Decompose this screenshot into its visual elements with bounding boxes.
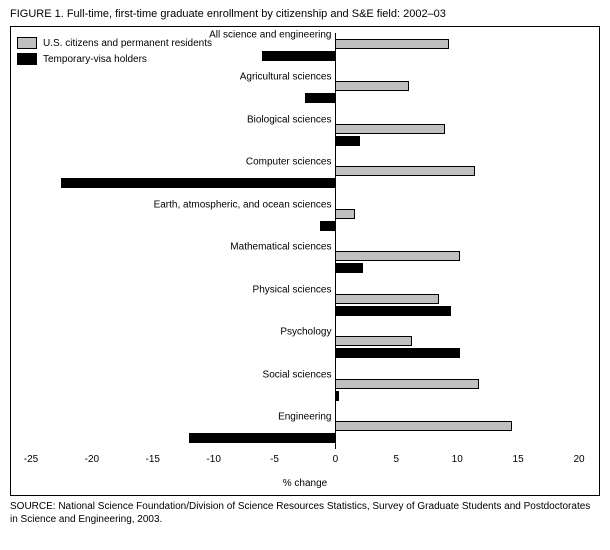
- bar-us: [335, 166, 475, 176]
- bar-temp: [305, 93, 335, 103]
- figure-title: FIGURE 1. Full-time, first-time graduate…: [10, 8, 600, 20]
- category-label: Earth, atmospheric, and ocean sciences: [154, 199, 332, 210]
- bar-us: [335, 379, 479, 389]
- x-tick-label: -25: [24, 454, 38, 465]
- x-tick-label: -15: [146, 454, 160, 465]
- category-label: Mathematical sciences: [230, 242, 331, 253]
- x-tick-label: -20: [85, 454, 99, 465]
- category-label: Computer sciences: [246, 157, 332, 168]
- x-tick-label: -5: [270, 454, 279, 465]
- x-tick-label: 0: [333, 454, 339, 465]
- category-label: Social sciences: [263, 369, 332, 380]
- bar-temp: [262, 51, 335, 61]
- x-tick-label: 20: [573, 454, 584, 465]
- bar-us: [335, 421, 512, 431]
- x-tick-label: 10: [452, 454, 463, 465]
- x-axis-label: % change: [11, 478, 599, 489]
- category-label: Agricultural sciences: [240, 72, 332, 83]
- bar-temp: [335, 136, 359, 146]
- bar-temp: [320, 221, 336, 231]
- bar-us: [335, 39, 448, 49]
- source-note: SOURCE: National Science Foundation/Divi…: [10, 500, 600, 526]
- bar-temp: [335, 348, 459, 358]
- bar-temp: [335, 391, 339, 401]
- chart-container: U.S. citizens and permanent residents Te…: [10, 26, 600, 496]
- bar-us: [335, 124, 445, 134]
- x-tick-label: 5: [394, 454, 400, 465]
- bar-us: [335, 209, 354, 219]
- category-label: Physical sciences: [253, 284, 332, 295]
- bar-temp: [335, 306, 451, 316]
- bar-temp: [61, 178, 335, 188]
- x-tick-label: -10: [206, 454, 220, 465]
- bar-temp: [189, 433, 335, 443]
- category-label: Biological sciences: [247, 114, 332, 125]
- category-label: Engineering: [278, 412, 331, 423]
- category-label: Psychology: [280, 327, 331, 338]
- plot-area: All science and engineering Agricultural …: [31, 33, 579, 449]
- x-tick-label: 15: [513, 454, 524, 465]
- category-label: All science and engineering: [209, 30, 331, 41]
- bar-us: [335, 294, 439, 304]
- bar-us: [335, 336, 412, 346]
- bar-us: [335, 251, 459, 261]
- bar-temp: [335, 263, 363, 273]
- bar-us: [335, 81, 408, 91]
